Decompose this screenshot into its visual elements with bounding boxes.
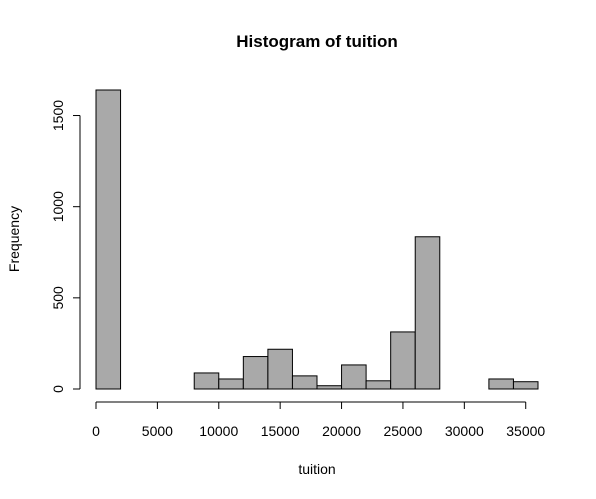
histogram-bar-5: [218, 378, 244, 390]
histogram-bar-16: [488, 378, 514, 390]
x-tick-label-0: 0: [92, 423, 100, 439]
histogram-bar-6: [242, 356, 269, 390]
histogram-bar-4: [193, 372, 220, 390]
histogram-bar-12: [390, 331, 416, 390]
y-axis: 0 500 1000 1500: [50, 100, 81, 393]
histogram-bar-11: [365, 380, 392, 390]
x-tick-label-2: 10000: [199, 423, 238, 439]
x-tick-label-6: 30000: [445, 423, 484, 439]
y-tick-label-0: 0: [50, 385, 66, 393]
x-axis: 0 5000 10000 15000 20000 25000 30000 35000: [92, 401, 545, 439]
x-tick-label-4: 20000: [322, 423, 361, 439]
histogram-bar-10: [341, 364, 367, 390]
histogram-bar-7: [267, 348, 293, 390]
histogram-bar-13: [414, 236, 441, 390]
y-tick-label-2: 1000: [50, 191, 66, 222]
y-axis-label: Frequency: [6, 206, 22, 272]
histogram-bar-8: [291, 375, 318, 390]
y-tick-label-3: 1500: [50, 100, 66, 131]
x-tick-label-1: 5000: [142, 423, 173, 439]
bars-group: [95, 89, 539, 390]
histogram-bar-0: [95, 89, 122, 390]
chart-title: Histogram of tuition: [236, 32, 397, 51]
y-tick-label-1: 500: [50, 286, 66, 310]
histogram-bar-9: [316, 385, 343, 390]
x-axis-label: tuition: [298, 461, 335, 477]
histogram-bar-17: [512, 381, 539, 390]
x-tick-label-7: 35000: [506, 423, 545, 439]
x-tick-label-5: 25000: [383, 423, 422, 439]
x-tick-label-3: 15000: [261, 423, 300, 439]
